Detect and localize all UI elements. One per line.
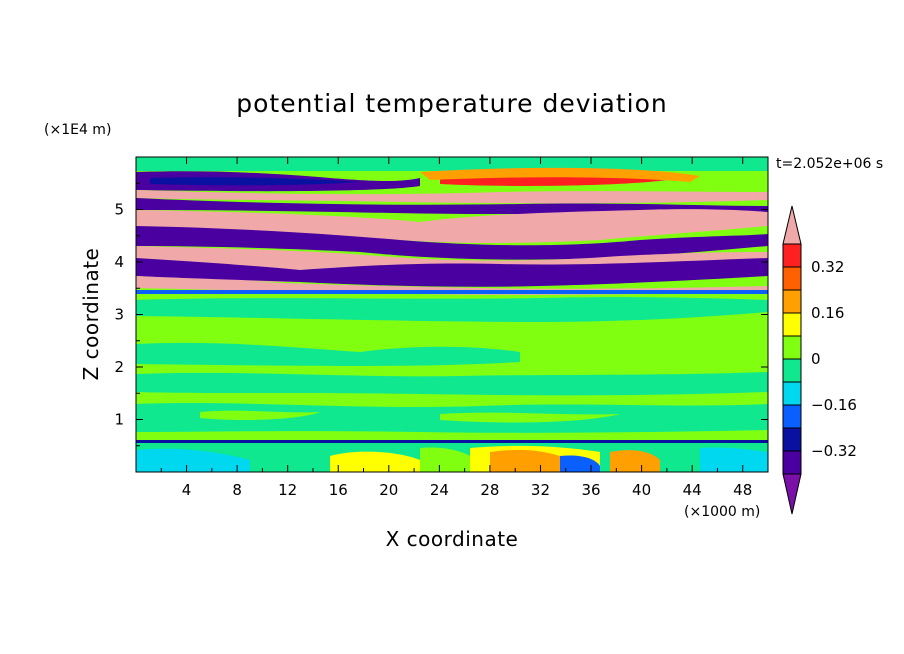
colorbar-bin — [782, 381, 802, 406]
colorbar-bin — [782, 289, 802, 314]
colorbar-tick-label: 0.32 — [811, 258, 844, 276]
mid-cyan-green-3 — [136, 372, 768, 396]
y-tick-label: 4 — [114, 253, 124, 271]
contour-plot-area — [136, 157, 768, 472]
colorbar-bin — [782, 427, 802, 452]
y-tick-label: 5 — [114, 201, 124, 219]
y-tick-label: 3 — [114, 306, 124, 324]
x-tick-label: 24 — [430, 481, 449, 499]
mid-cyan-green-1 — [136, 297, 768, 322]
colorbar-below-triangle — [782, 473, 802, 515]
band-dark-1b — [150, 177, 360, 186]
band-dark-2 — [136, 198, 768, 214]
x-tick-label: 28 — [480, 481, 499, 499]
x-tick-label: 12 — [278, 481, 297, 499]
mid-light-green-2 — [440, 412, 620, 423]
x-tick-label: 20 — [379, 481, 398, 499]
boundary-line — [136, 440, 768, 443]
x-tick-label: 44 — [683, 481, 702, 499]
lower-cyan-1 — [136, 448, 250, 472]
band-dark-4 — [136, 258, 768, 287]
lower-blue-1 — [560, 455, 600, 472]
mid-cyan-green-2 — [136, 342, 520, 366]
colorbar-above-triangle — [782, 205, 802, 245]
colorbar-bin — [782, 312, 802, 337]
x-tick-label: 4 — [182, 481, 192, 499]
lower-cyan-2 — [700, 447, 768, 472]
x-tick-label: 40 — [632, 481, 651, 499]
colorbar-bin — [782, 266, 802, 291]
colorbar-bin — [782, 450, 802, 475]
x-axis-label: X coordinate — [386, 527, 519, 551]
x-tick-label: 36 — [581, 481, 600, 499]
lower-orange-2 — [610, 450, 660, 472]
x-axis-ticks: 4 8 12 16 20 24 28 32 36 40 44 48 — [160, 157, 752, 499]
colorbar-bin — [782, 404, 802, 429]
x-tick-label: 8 — [232, 481, 242, 499]
x-unit-label: (×1000 m) — [684, 504, 760, 520]
y-axis-label: Z coordinate — [79, 248, 103, 381]
chart-title: potential temperature deviation — [236, 89, 667, 118]
band-blue-line — [136, 290, 768, 294]
y-tick-label: 1 — [114, 411, 124, 429]
colorbar-bin — [782, 358, 802, 383]
time-label: t=2.052e+06 s — [776, 156, 883, 172]
colorbar-tick-label: −0.32 — [811, 442, 857, 460]
colorbar-tick-label: −0.16 — [811, 396, 857, 414]
lower-orange-1 — [490, 449, 560, 472]
colorbar-bin — [782, 243, 802, 268]
colorbar-tick-label: 0.16 — [811, 304, 844, 322]
y-axis-ticks: 1 2 3 4 5 — [114, 182, 768, 447]
x-tick-label: 32 — [531, 481, 550, 499]
colorbar-bin — [782, 335, 802, 360]
x-tick-label: 48 — [733, 481, 752, 499]
y-unit-label: (×1E4 m) — [44, 122, 111, 138]
lower-yellow-1 — [330, 451, 420, 472]
band-orange-1 — [420, 167, 700, 182]
mid-light-green-1 — [200, 410, 320, 420]
y-tick-label: 2 — [114, 358, 124, 376]
colorbar-tick-label: 0 — [811, 350, 821, 368]
band-dark-3 — [136, 226, 768, 260]
lower-green-1 — [420, 447, 470, 472]
colorbar: 0.32 0.16 0 −0.16 −0.32 — [782, 205, 857, 515]
x-tick-label: 16 — [329, 481, 348, 499]
band-pink-1 — [136, 190, 768, 204]
band-top — [136, 157, 768, 171]
